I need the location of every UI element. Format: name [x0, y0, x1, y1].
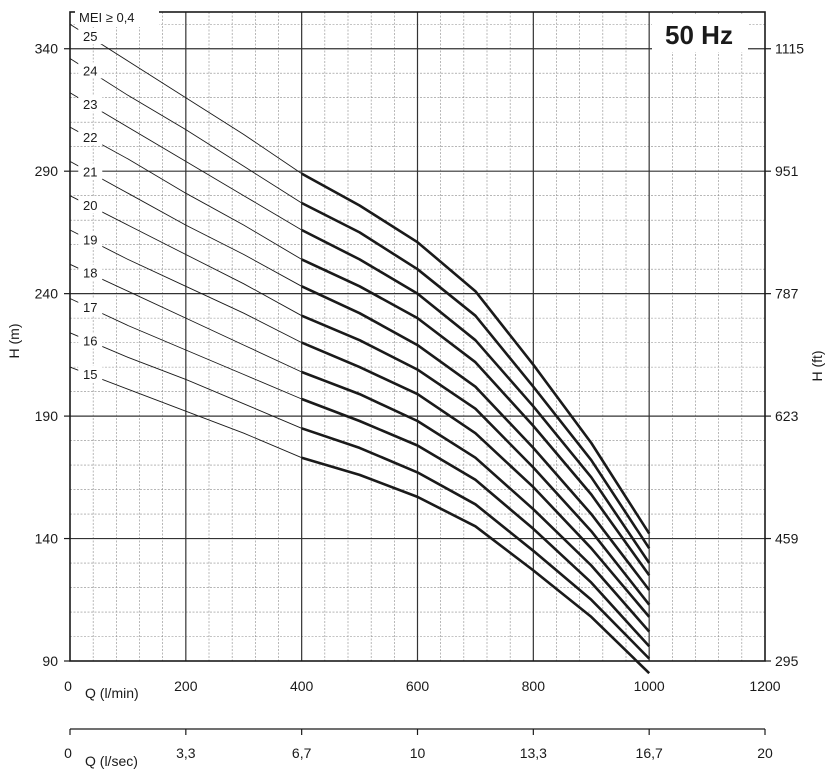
stage-label-bg	[78, 62, 103, 79]
stage-label-bg	[78, 298, 103, 315]
y-axis-right-label: H (ft)	[809, 350, 825, 381]
stage-label-15: 15	[83, 367, 97, 382]
stage-label-bg	[78, 196, 103, 213]
y-tick-label-right: 1115	[775, 41, 804, 57]
x-axis-flow-lsec: 0 3,3 6,7 10 13,3 16,7 20	[64, 728, 773, 761]
curve-stage-15-operating	[301, 456, 651, 675]
x-tick-label-lsec: 6,7	[292, 745, 312, 761]
x-tick-label: 0	[64, 678, 72, 694]
stage-label-bg	[78, 129, 103, 146]
stage-label-20: 20	[83, 198, 97, 213]
stage-label-21: 21	[83, 165, 97, 180]
y-tick-label-right: 951	[775, 163, 799, 179]
stage-label-bg	[78, 163, 103, 180]
y-tick-label-left: 140	[35, 531, 59, 547]
x-tick-label: 200	[174, 678, 198, 694]
frequency-badge: 50 Hz	[665, 20, 733, 50]
curve-stage-20-extended	[69, 195, 302, 317]
stage-label-bg	[78, 332, 103, 349]
x-tick-label-lsec: 20	[757, 745, 773, 761]
stage-label-bg	[78, 264, 103, 281]
x-tick-label-lsec: 10	[410, 745, 426, 761]
curve-stage-23-extended	[69, 92, 302, 231]
x-tick-label: 1200	[749, 678, 780, 694]
plot-frame	[69, 11, 766, 662]
y-tick-label-left: 190	[35, 408, 59, 424]
curve-stage-23-operating	[301, 228, 651, 564]
stage-label-22: 22	[83, 130, 97, 145]
y-tick-label-left: 90	[42, 653, 58, 669]
x-tick-label: 800	[522, 678, 546, 694]
mei-annotation-box	[75, 9, 159, 27]
y-tick-label-left: 240	[35, 286, 59, 302]
curve-stage-25-extended	[69, 23, 302, 174]
y-tick-label-right: 623	[775, 408, 799, 424]
curve-stage-20-operating	[301, 314, 651, 606]
y-tick-label-right: 459	[775, 531, 799, 547]
mei-annotation: MEI ≥ 0,4	[79, 10, 135, 25]
x-tick-label-lsec: 16,7	[636, 745, 663, 761]
x-axis-lmin-label: Q (l/min)	[85, 685, 139, 701]
x-tick-label: 1000	[634, 678, 665, 694]
curve-stage-18-extended	[69, 263, 302, 373]
y-axis-left: 90 140 190 240 290 340	[35, 41, 70, 669]
stage-label-24: 24	[83, 63, 97, 78]
curve-stage-21-operating	[301, 285, 651, 591]
curve-stage-17-operating	[301, 397, 651, 648]
x-axis-flow-lmin: 0 200 400 600 800 1000 1200	[64, 678, 781, 694]
curve-stage-21-extended	[69, 161, 302, 287]
x-tick-label: 400	[290, 678, 314, 694]
stage-label-bg	[78, 365, 103, 382]
y-axis-left-label: H (m)	[6, 324, 22, 359]
stage-label-25: 25	[83, 29, 97, 44]
x-tick-label-lsec: 3,3	[176, 745, 196, 761]
stage-labels: 15 16 17 18 19 20 21 22 23 24 25	[78, 28, 103, 382]
stage-label-bg	[78, 28, 103, 45]
x-tick-label: 600	[406, 678, 430, 694]
curve-stage-19-extended	[69, 229, 302, 344]
stage-label-18: 18	[83, 266, 97, 281]
stage-label-bg	[78, 231, 103, 248]
frequency-badge-box	[652, 14, 748, 52]
y-tick-label-right: 787	[775, 286, 799, 302]
stage-label-23: 23	[83, 97, 97, 112]
stage-label-bg	[78, 95, 103, 112]
curve-stage-16-extended	[69, 332, 302, 429]
curve-stage-18-operating	[301, 370, 651, 633]
y-tick-label-left: 290	[35, 163, 59, 179]
x-tick-label-lsec: 13,3	[520, 745, 547, 761]
stage-label-16: 16	[83, 333, 97, 348]
x-tick-label-lsec: 0	[64, 745, 72, 761]
curve-stage-24-operating	[301, 201, 651, 550]
curve-stage-25-operating	[301, 172, 651, 535]
curve-stage-16-operating	[301, 427, 651, 660]
curve-stage-17-extended	[69, 298, 302, 400]
y-axis-right: 295 459 623 787 951 1115	[765, 41, 804, 669]
curve-stage-22-extended	[69, 126, 302, 260]
curve-stage-15-extended	[69, 366, 302, 459]
curve-stage-24-extended	[69, 58, 302, 204]
curve-stage-22-operating	[301, 258, 651, 577]
pump-curves	[69, 23, 651, 675]
stage-label-19: 19	[83, 232, 97, 247]
x-axis-lsec-label: Q (l/sec)	[85, 753, 138, 769]
major-grid	[70, 12, 765, 661]
curve-stage-19-operating	[301, 341, 651, 618]
stage-label-17: 17	[83, 300, 97, 315]
y-tick-label-right: 295	[775, 653, 799, 669]
y-tick-label-left: 340	[35, 41, 59, 57]
